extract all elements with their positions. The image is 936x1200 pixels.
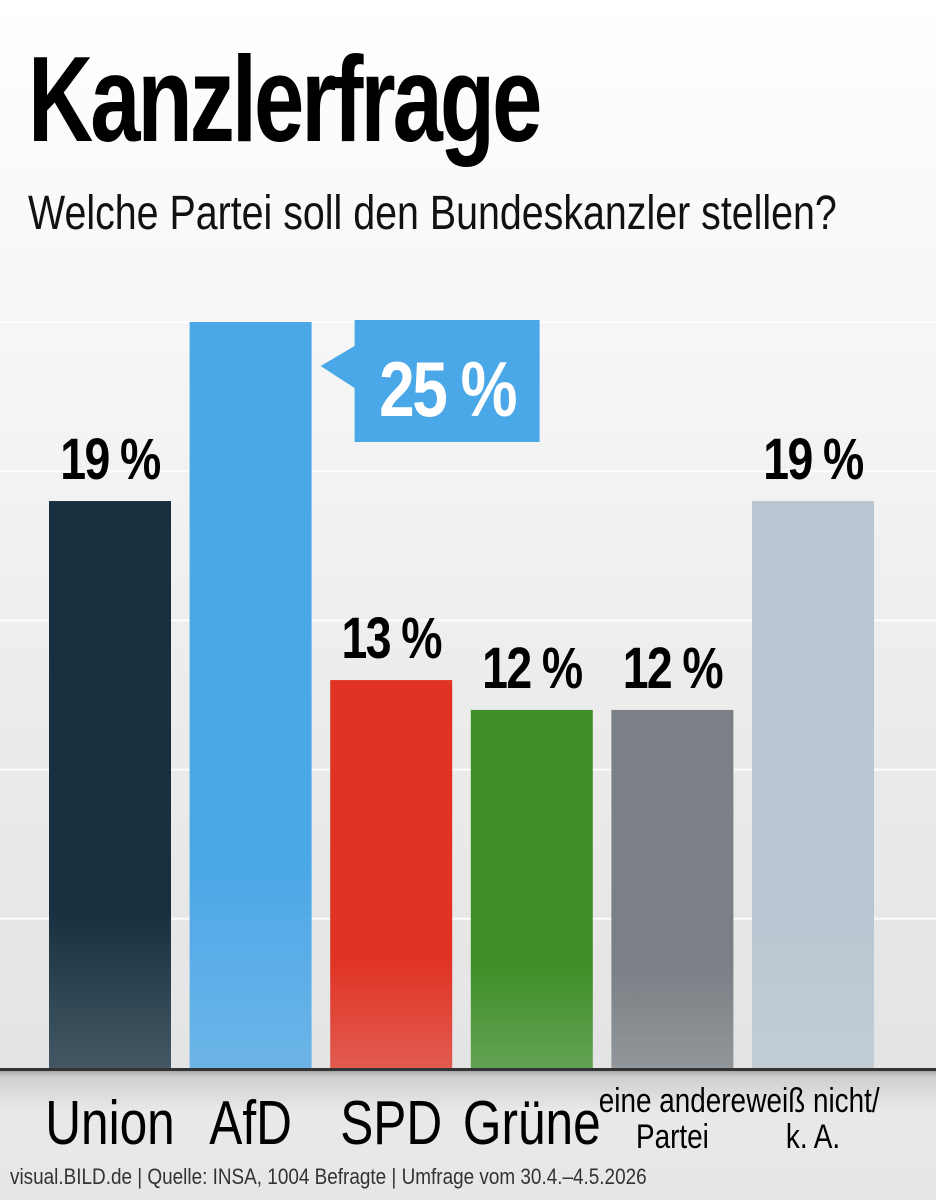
bar-2: [330, 680, 453, 1068]
value-label-0: 19 %: [60, 427, 160, 492]
bar-1: [189, 322, 312, 1068]
category-label-5-line-0: weiß nicht/: [746, 1081, 880, 1119]
bar-5: [752, 501, 874, 1068]
category-label-1: AfD: [209, 1088, 292, 1158]
bar-4: [611, 709, 734, 1068]
value-label-3: 12 %: [482, 636, 582, 701]
bar-0: [49, 501, 171, 1068]
category-label-5-line-1: k. A.: [786, 1117, 840, 1155]
category-label-4-line-0: eine andere: [599, 1081, 746, 1119]
category-label-0: Union: [45, 1088, 175, 1158]
category-label-4-line-1: Partei: [636, 1117, 709, 1155]
source-note: visual.BILD.de | Quelle: INSA, 1004 Befr…: [10, 1164, 647, 1189]
category-label-band: [0, 1068, 936, 1200]
highlight-callout: [320, 320, 540, 442]
category-label-2: SPD: [340, 1088, 442, 1158]
value-label-4: 12 %: [623, 636, 723, 701]
bar-3: [470, 709, 593, 1068]
value-label-2: 13 %: [342, 606, 442, 671]
chart-subtitle: Welche Partei soll den Bundeskanzler ste…: [28, 187, 837, 240]
category-label-3: Grüne: [463, 1088, 601, 1158]
chart-title: Kanzlerfrage: [28, 31, 542, 167]
value-label-1: 25 %: [379, 346, 516, 433]
value-label-5: 19 %: [763, 427, 863, 492]
